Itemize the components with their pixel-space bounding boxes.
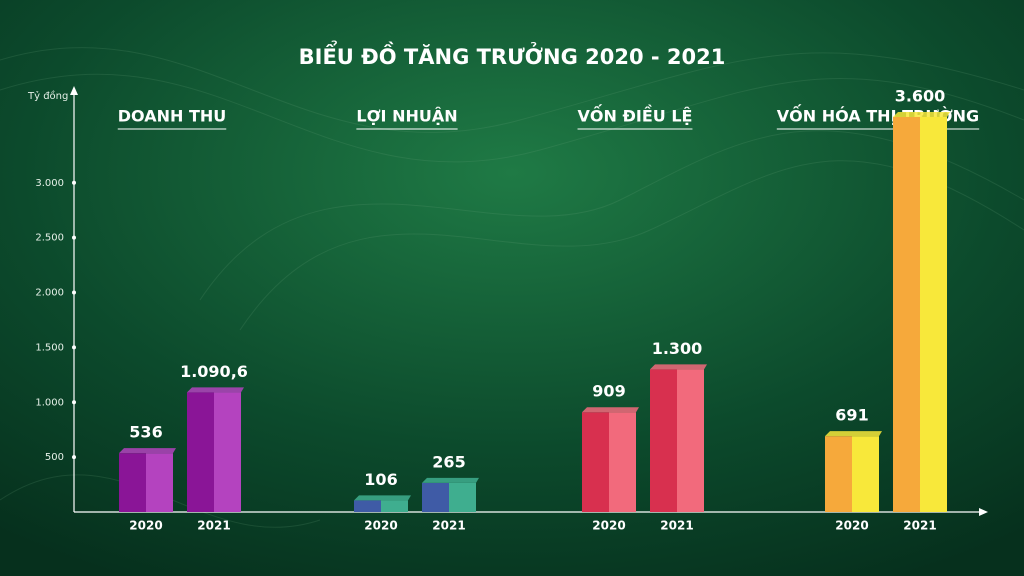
bar-top [354, 495, 411, 501]
decor-lines [0, 47, 1024, 528]
y-tick-label: 3.000 [35, 178, 64, 189]
y-tick-label: 500 [45, 452, 64, 463]
y-tick [72, 400, 76, 405]
x-tick-label: 2020 [592, 519, 625, 533]
bar [893, 116, 920, 513]
value-label: 1.300 [652, 339, 703, 358]
y-axis-label: Tỷ đồng [27, 90, 68, 102]
bar-top [825, 431, 882, 437]
bar [825, 436, 852, 512]
y-tick-label: 2.000 [35, 288, 64, 299]
bar [582, 412, 609, 512]
bar-side [214, 392, 241, 512]
bar [422, 482, 449, 512]
y-axis-arrow [70, 86, 78, 95]
x-tick-label: 2021 [903, 519, 936, 533]
value-label: 536 [129, 423, 162, 442]
chart-title: BIỂU ĐỒ TĂNG TRƯỞNG 2020 - 2021 [299, 41, 726, 69]
bar-side [852, 436, 879, 512]
x-axis-arrow [979, 508, 988, 516]
value-label: 691 [835, 406, 868, 425]
group-label: DOANH THU [118, 107, 226, 126]
y-tick [72, 345, 76, 350]
group-label: VỐN HÓA THỊ TRƯỜNG [777, 105, 979, 126]
value-label: 106 [364, 470, 397, 489]
bar-top [582, 407, 639, 413]
value-label: 265 [432, 452, 465, 471]
bar-top [187, 387, 244, 393]
x-tick-label: 2021 [432, 519, 465, 533]
y-tick [72, 290, 76, 295]
group-label: VỐN ĐIỀU LỆ [578, 105, 693, 126]
bar [354, 500, 381, 512]
bar-top [422, 477, 479, 483]
y-tick-label: 1.000 [35, 397, 64, 408]
bar [650, 369, 677, 512]
bar-side [609, 412, 636, 512]
group-label: LỢI NHUẬN [356, 106, 457, 126]
bar [187, 392, 214, 512]
y-tick [72, 455, 76, 460]
bar-side [449, 482, 476, 512]
x-tick-label: 2021 [660, 519, 693, 533]
y-tick [72, 180, 76, 185]
bar-side [920, 116, 947, 513]
x-tick-label: 2020 [129, 519, 162, 533]
x-tick-label: 2020 [835, 519, 868, 533]
bar-top [893, 111, 950, 117]
bar-side [381, 500, 408, 512]
x-tick-label: 2020 [364, 519, 397, 533]
bar-top [650, 364, 707, 370]
value-label: 1.090,6 [180, 362, 248, 381]
value-label: 909 [592, 382, 625, 401]
value-label: 3.600 [895, 86, 946, 105]
bar-top [119, 448, 176, 454]
bar-side [146, 453, 173, 512]
bar-side [677, 369, 704, 512]
y-tick-label: 2.500 [35, 233, 64, 244]
y-tick [72, 235, 76, 240]
bar [119, 453, 146, 512]
x-tick-label: 2021 [197, 519, 230, 533]
y-tick-label: 1.500 [35, 342, 64, 353]
